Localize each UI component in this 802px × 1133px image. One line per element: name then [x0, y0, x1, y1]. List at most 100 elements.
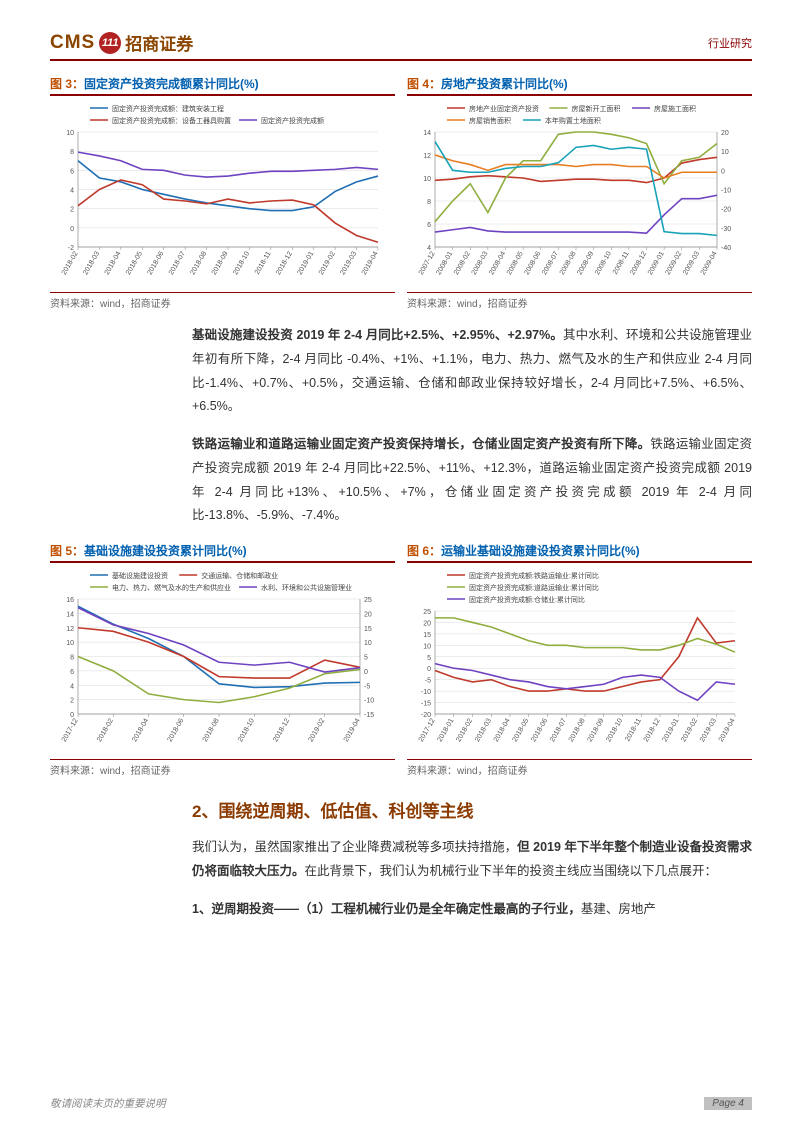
svg-text:14: 14 — [423, 130, 431, 137]
svg-text:2018-07: 2018-07 — [549, 717, 568, 743]
svg-text:0: 0 — [721, 168, 725, 175]
para2-bold: 铁路运输业和道路运输业固定资产投资保持增长，仓储业固定资产投资有所下降。 — [192, 437, 650, 451]
chart-6-title-text: 运输业基础设施建设投资累计同比(%) — [441, 544, 640, 558]
chart-3-svg: 固定资产投资完成额：建筑安装工程固定资产投资完成额：设备工器具购置固定资产投资完… — [50, 100, 395, 290]
page-footer: 敬请阅读末页的重要说明 Page 4 — [50, 1096, 752, 1111]
chart-4-box: 图 4：房地产投资累计同比(%) 房地产业固定资产投资房屋新开工面积房屋施工面积… — [407, 75, 752, 310]
svg-text:10: 10 — [364, 640, 372, 647]
svg-text:2009-01: 2009-01 — [647, 250, 666, 276]
svg-text:2009-03: 2009-03 — [682, 250, 701, 276]
svg-text:2018-07: 2018-07 — [168, 250, 187, 276]
svg-text:2019-02: 2019-02 — [318, 250, 337, 276]
svg-text:2018-11: 2018-11 — [254, 250, 273, 275]
chart-4-title-num: 图 4： — [407, 77, 441, 91]
chart-4-svg: 房地产业固定资产投资房屋新开工面积房屋施工面积房屋销售面积本年购置土地面积468… — [407, 100, 752, 290]
svg-text:2019-02: 2019-02 — [308, 717, 327, 743]
svg-text:2: 2 — [70, 207, 74, 214]
svg-text:2019-04: 2019-04 — [343, 717, 362, 743]
svg-text:2009-02: 2009-02 — [665, 250, 684, 276]
para4-bold: 1、逆周期投资——（1）工程机械行业仍是全年确定性最高的子行业， — [192, 902, 581, 916]
svg-text:2007-12: 2007-12 — [418, 250, 437, 276]
chart-4-title-text: 房地产投资累计同比(%) — [441, 77, 568, 91]
svg-text:2019-01: 2019-01 — [662, 717, 681, 743]
svg-text:-5: -5 — [364, 683, 370, 690]
svg-text:2018-01: 2018-01 — [437, 717, 456, 743]
svg-text:-30: -30 — [721, 226, 731, 233]
charts-row-2: 图 5：基础设施建设投资累计同比(%) 基础设施建设投资 交通运输、仓储和邮政业电… — [50, 542, 752, 777]
svg-text:2018-08: 2018-08 — [189, 250, 208, 276]
svg-text:2008-09: 2008-09 — [576, 250, 595, 276]
svg-text:15: 15 — [423, 632, 431, 639]
svg-text:房屋销售面积: 房屋销售面积 — [469, 116, 511, 125]
section-2-title: 2、围绕逆周期、低估值、科创等主线 — [192, 797, 752, 822]
chart-5-title-num: 图 5： — [50, 544, 84, 558]
svg-text:10: 10 — [423, 176, 431, 183]
logo-circle-icon: 111 — [99, 32, 121, 54]
svg-text:8: 8 — [70, 149, 74, 156]
svg-text:房地产业固定资产投资: 房地产业固定资产投资 — [469, 104, 539, 113]
svg-text:2008-01: 2008-01 — [435, 250, 454, 276]
para1-bold: 基础设施建设投资 2019 年 2-4 月同比+2.5%、+2.95%、+2.9… — [192, 328, 563, 342]
chart-6-title: 图 6：运输业基础设施建设投资累计同比(%) — [407, 542, 752, 563]
svg-text:2018-10: 2018-10 — [605, 717, 624, 743]
svg-text:12: 12 — [66, 626, 74, 633]
svg-text:5: 5 — [427, 655, 431, 662]
svg-text:固定资产投资完成额: 固定资产投资完成额 — [261, 116, 324, 125]
svg-text:2: 2 — [70, 698, 74, 705]
svg-text:-15: -15 — [364, 712, 374, 719]
svg-text:固定资产投资完成额：建筑安装工程: 固定资产投资完成额：建筑安装工程 — [112, 104, 224, 113]
svg-text:2008-10: 2008-10 — [594, 250, 613, 276]
svg-text:2018-05: 2018-05 — [125, 250, 144, 276]
svg-text:2019-03: 2019-03 — [699, 717, 718, 743]
chart-3-title-num: 图 3： — [50, 77, 84, 91]
svg-text:固定资产投资完成额:道路运输业:累计同比: 固定资产投资完成额:道路运输业:累计同比 — [469, 583, 599, 592]
svg-text:2008-05: 2008-05 — [506, 250, 525, 276]
svg-text:2018-04: 2018-04 — [493, 717, 512, 743]
footer-disclaimer: 敬请阅读末页的重要说明 — [50, 1096, 166, 1111]
para4-rest: 基建、房地产 — [581, 902, 656, 916]
svg-text:2019-04: 2019-04 — [361, 250, 380, 276]
chart-5-svg: 基础设施建设投资交通运输、仓储和邮政业电力、热力、燃气及水的生产和供应业水利、环… — [50, 567, 395, 757]
chart-5-box: 图 5：基础设施建设投资累计同比(%) 基础设施建设投资 交通运输、仓储和邮政业电… — [50, 542, 395, 777]
svg-text:2018-03: 2018-03 — [82, 250, 101, 276]
svg-text:0: 0 — [70, 226, 74, 233]
svg-text:2008-04: 2008-04 — [488, 250, 507, 276]
chart-3-title-text: 固定资产投资完成额累计同比(%) — [84, 77, 259, 91]
svg-text:2017-12: 2017-12 — [61, 717, 80, 743]
charts-row-1: 图 3：固定资产投资完成额累计同比(%) 固定资产投资完成额：建筑安装工程固定资… — [50, 75, 752, 310]
svg-text:2008-11: 2008-11 — [612, 250, 631, 275]
svg-text:2018-12: 2018-12 — [272, 717, 291, 743]
svg-text:电力、热力、燃气及水的生产和供应业: 电力、热力、燃气及水的生产和供应业 — [112, 583, 231, 592]
chart-6-title-num: 图 6： — [407, 544, 441, 558]
svg-text:房屋施工面积: 房屋施工面积 — [654, 104, 696, 113]
svg-text:2018-08: 2018-08 — [202, 717, 221, 743]
svg-text:交通运输、仓储和邮政业: 交通运输、仓储和邮政业 — [201, 571, 278, 580]
paragraph-3: 我们认为，虽然国家推出了企业降费减税等多项扶持措施，但 2019 年下半年整个制… — [192, 836, 752, 884]
svg-text:10: 10 — [423, 643, 431, 650]
logo-cms-text: CMS — [50, 32, 95, 54]
svg-text:10: 10 — [66, 130, 74, 137]
svg-text:2018-08: 2018-08 — [568, 717, 587, 743]
svg-text:4: 4 — [70, 188, 74, 195]
svg-text:2019-01: 2019-01 — [297, 250, 316, 276]
svg-text:2019-03: 2019-03 — [339, 250, 358, 276]
svg-text:2018-06: 2018-06 — [167, 717, 186, 743]
chart-6-source: 资料来源：wind，招商证券 — [407, 759, 752, 777]
svg-text:12: 12 — [423, 153, 431, 160]
svg-text:本年购置土地面积: 本年购置土地面积 — [545, 116, 601, 125]
svg-text:-10: -10 — [721, 188, 731, 195]
header-category: 行业研究 — [708, 35, 752, 51]
para3-lead: 我们认为，虽然国家推出了企业降费减税等多项扶持措施， — [192, 840, 517, 854]
svg-text:20: 20 — [721, 130, 729, 137]
svg-text:0: 0 — [427, 666, 431, 673]
svg-text:2018-12: 2018-12 — [643, 717, 662, 743]
svg-text:2018-02: 2018-02 — [455, 717, 474, 743]
svg-text:固定资产投资完成额:铁路运输业:累计同比: 固定资产投资完成额:铁路运输业:累计同比 — [469, 571, 599, 580]
svg-text:2017-12: 2017-12 — [418, 717, 437, 743]
paragraph-1: 基础设施建设投资 2019 年 2-4 月同比+2.5%、+2.95%、+2.9… — [192, 324, 752, 419]
svg-text:2018-10: 2018-10 — [237, 717, 256, 743]
svg-text:基础设施建设投资: 基础设施建设投资 — [112, 571, 168, 580]
svg-text:2018-10: 2018-10 — [232, 250, 251, 276]
chart-5-title: 图 5：基础设施建设投资累计同比(%) — [50, 542, 395, 563]
svg-text:4: 4 — [70, 683, 74, 690]
